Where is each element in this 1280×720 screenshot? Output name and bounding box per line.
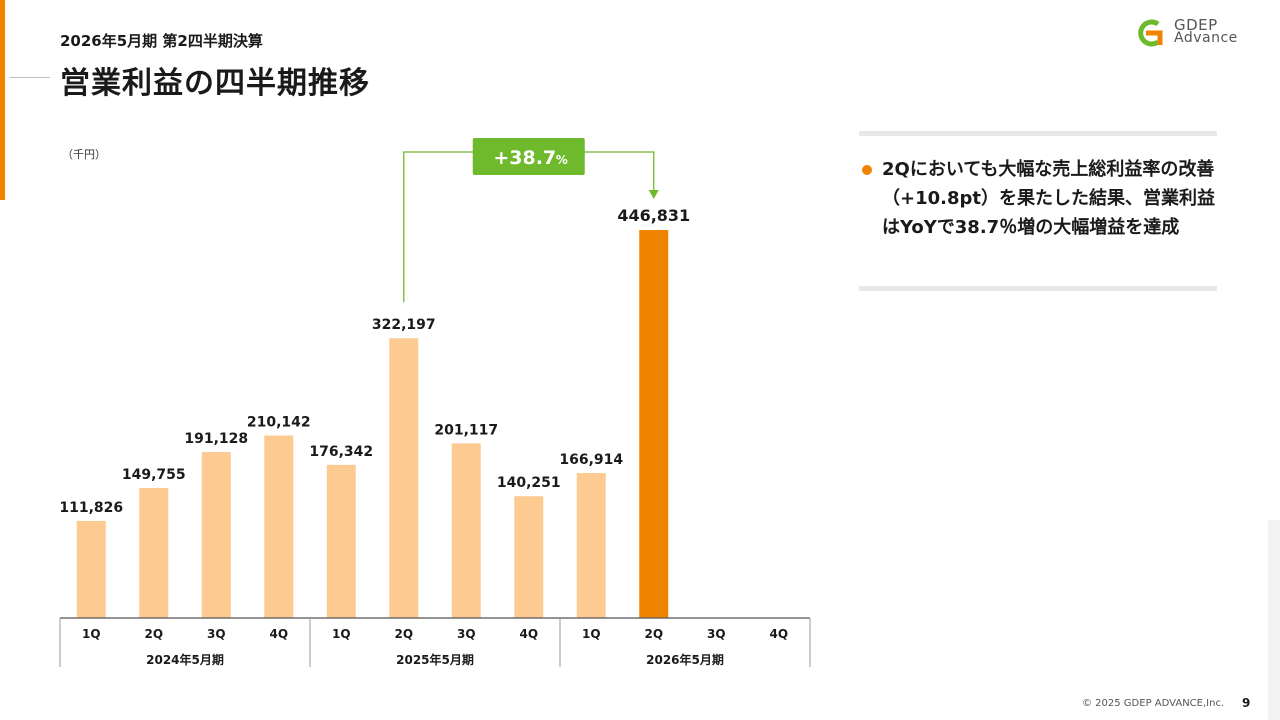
data-label-7: 201,117 [434,422,498,438]
bar-8 [514,496,544,618]
quarter-tick-label: 4Q [269,627,288,641]
copyright-text: © 2025 GDEP ADVANCE,Inc. [1082,698,1225,709]
yoy-callout-percent-sign: % [556,153,568,167]
quarter-tick-label: 3Q [707,627,726,641]
data-label-3: 191,128 [184,431,248,447]
data-label-4: 210,142 [247,415,311,431]
bar-5 [326,464,356,618]
data-label-5: 176,342 [309,444,373,460]
panel-top-rule [859,131,1217,136]
quarter-tick-label: 1Q [82,627,101,641]
quarter-tick-label: 2Q [144,627,163,641]
page-number: 9 [1242,696,1251,710]
logo-line2: Advance [1174,30,1238,46]
logo-line1: GDEP [1174,16,1218,34]
chart-unit-label: （千円） [62,148,106,161]
fiscal-year-label: 2026年5月期 [646,652,724,667]
title-rule [10,77,50,78]
bar-7 [451,443,481,618]
data-label-9: 166,914 [559,452,623,468]
quarter-tick-label: 3Q [207,627,226,641]
bar-10 [639,230,669,618]
bar-2 [139,487,169,618]
bar-6 [389,338,419,618]
quarter-tick-label: 2Q [394,627,413,641]
fiscal-year-label: 2024年5月期 [146,652,224,667]
logo-mark-icon [1138,19,1163,47]
panel-bottom-rule [859,286,1217,291]
bar-3 [201,452,231,618]
quarter-tick-label: 2Q [644,627,663,641]
bar-1 [76,520,106,618]
quarter-tick-label: 1Q [582,627,601,641]
data-label-2: 149,755 [122,467,186,483]
summary-bullet-text: 2Qにおいても大幅な売上総利益率の改善（+10.8pt）を果たした結果、営業利益… [882,159,1215,238]
left-accent-bar [0,0,5,200]
quarter-tick-label: 4Q [769,627,788,641]
yoy-callout-arrowhead [648,190,659,199]
page-title: 営業利益の四半期推移 [60,66,370,101]
quarter-tick-label: 4Q [519,627,538,641]
data-label-1: 111,826 [59,500,123,516]
bar-9 [576,473,606,618]
fiscal-year-label: 2025年5月期 [396,652,474,667]
yoy-callout-box [472,138,585,175]
bar-4 [264,435,294,618]
company-logo: GDEP Advance [1136,18,1266,50]
logo-text: GDEP Advance [1174,16,1238,46]
bullet-dot [862,165,872,175]
quarter-tick-label: 3Q [457,627,476,641]
decorative-edge-shape [1268,520,1280,720]
quarter-tick-label: 1Q [332,627,351,641]
yoy-callout-label: +38.7 [493,147,556,169]
data-label-10: 446,831 [617,206,690,225]
data-label-6: 322,197 [372,317,436,333]
page-subtitle: 2026年5月期 第2四半期決算 [60,32,263,50]
data-label-8: 140,251 [497,475,561,491]
